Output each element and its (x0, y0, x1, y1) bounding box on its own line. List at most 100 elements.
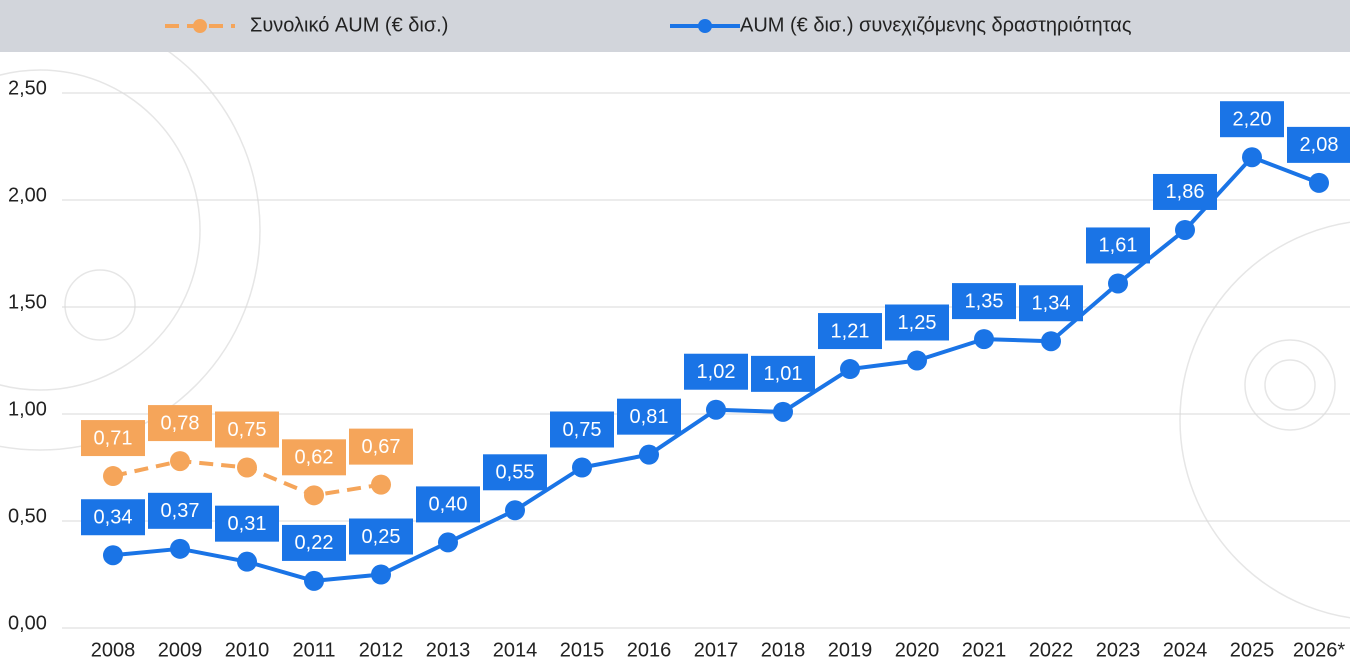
data-point (304, 570, 324, 591)
data-label: 1,01 (764, 363, 803, 385)
data-point (1309, 172, 1329, 193)
data-label-box (349, 518, 413, 555)
x-tick-label: 2026* (1293, 639, 1345, 661)
data-label: 0,81 (630, 406, 669, 428)
x-tick-label: 2011 (292, 639, 335, 661)
data-label: 1,21 (831, 320, 870, 342)
data-label: 0,25 (362, 526, 401, 548)
data-label-box (215, 411, 279, 448)
data-label: 0,22 (295, 532, 334, 554)
data-label-box (81, 420, 145, 457)
data-point (773, 401, 793, 422)
data-point (572, 457, 592, 478)
data-label-box (684, 353, 748, 390)
data-label: 2,08 (1300, 134, 1339, 156)
data-point (170, 451, 190, 472)
data-point (237, 457, 257, 478)
data-point (170, 538, 190, 559)
data-point (1175, 219, 1195, 240)
x-tick-label: 2025 (1230, 639, 1275, 661)
data-label: 0,75 (228, 419, 267, 441)
x-tick-label: 2008 (91, 639, 136, 661)
data-label-box (81, 499, 145, 536)
y-tick-label: 1,00 (8, 398, 47, 420)
x-tick-label: 2009 (158, 639, 203, 661)
x-tick-label: 2019 (828, 639, 873, 661)
x-tick-label: 2022 (1029, 639, 1074, 661)
x-tick-label: 2013 (426, 639, 471, 661)
data-label: 1,61 (1099, 235, 1138, 257)
data-label-box (952, 283, 1016, 320)
x-tick-label: 2014 (493, 639, 538, 661)
data-label-box (282, 439, 346, 476)
data-label: 0,78 (161, 412, 200, 434)
data-point (237, 551, 257, 572)
data-point (907, 350, 927, 371)
data-label-box (483, 454, 547, 491)
data-label: 1,86 (1166, 181, 1205, 203)
data-label-box (1220, 101, 1284, 138)
data-point (304, 485, 324, 506)
data-label-box (416, 486, 480, 523)
data-label: 0,40 (429, 494, 468, 516)
data-label-box (282, 524, 346, 561)
data-label-box (751, 355, 815, 392)
x-tick-label: 2020 (895, 639, 940, 661)
x-tick-label: 2021 (962, 639, 1007, 661)
legend-marker (698, 19, 712, 33)
data-label: 0,34 (94, 507, 133, 529)
data-point (371, 474, 391, 495)
data-label: 0,67 (362, 436, 401, 458)
data-label: 0,71 (94, 427, 133, 449)
data-point (438, 532, 458, 553)
data-point (974, 329, 994, 350)
data-point (840, 359, 860, 380)
data-label-box (1019, 285, 1083, 322)
data-point (639, 444, 659, 465)
data-label: 1,25 (898, 312, 937, 334)
x-tick-label: 2018 (761, 639, 806, 661)
data-label: 0,37 (161, 500, 200, 522)
x-tick-label: 2024 (1163, 639, 1208, 661)
y-tick-label: 2,50 (8, 77, 47, 99)
data-label-box (818, 313, 882, 350)
data-label-box (1086, 227, 1150, 264)
data-label: 0,55 (496, 462, 535, 484)
data-point (371, 564, 391, 585)
data-point (103, 545, 123, 566)
data-label: 2,20 (1233, 108, 1272, 130)
data-point (1242, 147, 1262, 168)
x-tick-label: 2010 (225, 639, 270, 661)
data-label: 0,62 (295, 447, 334, 469)
data-label: 1,34 (1032, 293, 1071, 315)
data-point (1108, 273, 1128, 294)
y-tick-label: 1,50 (8, 291, 47, 313)
x-tick-label: 2017 (694, 639, 739, 661)
x-tick-label: 2015 (560, 639, 605, 661)
data-label-box (1287, 126, 1350, 163)
data-point (103, 466, 123, 487)
data-label-box (148, 492, 212, 529)
y-tick-label: 2,00 (8, 184, 47, 206)
data-label-box (215, 505, 279, 542)
data-label-box (885, 304, 949, 341)
data-point (706, 399, 726, 420)
legend: Συνολικό AUM (€ δισ.) AUM (€ δισ.) συνεχι… (165, 14, 1132, 36)
y-tick-label: 0,50 (8, 505, 47, 527)
data-label-box (349, 428, 413, 465)
legend-label: Συνολικό AUM (€ δισ.) (250, 14, 448, 36)
x-tick-label: 2023 (1096, 639, 1141, 661)
data-label: 1,02 (697, 361, 736, 383)
data-label: 0,31 (228, 513, 267, 535)
data-point (1041, 331, 1061, 352)
data-label-box (1153, 173, 1217, 210)
x-tick-label: 2012 (359, 639, 404, 661)
y-tick-label: 0,00 (8, 612, 47, 634)
x-tick-label: 2016 (627, 639, 672, 661)
data-label: 1,35 (965, 290, 1004, 312)
data-label-box (550, 411, 614, 448)
legend-marker (193, 19, 207, 33)
data-label-box (617, 398, 681, 435)
legend-label: AUM (€ δισ.) συνεχιζόμενης δραστηριότητα… (740, 14, 1132, 36)
